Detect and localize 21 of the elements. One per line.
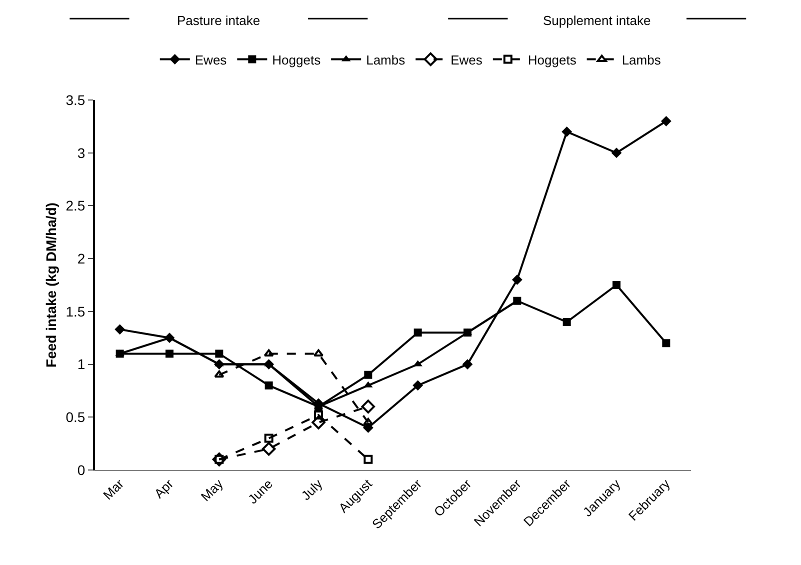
legend-label: Ewes	[194, 52, 228, 68]
x-tick-label: Apr	[151, 476, 177, 502]
y-tick-label: 0	[77, 462, 86, 478]
legend-label: Lambs	[366, 52, 406, 68]
y-tick-label: 1	[77, 356, 86, 372]
x-tick-label: May	[198, 476, 226, 504]
legend-label: Hoggets	[528, 52, 577, 68]
y-tick-label: 3.5	[66, 92, 86, 108]
y-tick-label: 2.5	[66, 198, 86, 214]
y-tick-label: 3	[77, 144, 86, 161]
y-tick-label: 1.5	[66, 303, 86, 320]
y-axis-title: Feed intake (kg DM/ha/d)	[43, 202, 59, 368]
legend-label: Lambs	[622, 52, 662, 68]
legend-label: Hoggets	[272, 52, 322, 68]
text: Supplement intake	[543, 13, 651, 28]
y-tick-label: 2	[77, 250, 86, 266]
x-tick-label: July	[298, 476, 326, 504]
y-tick-label: 0.5	[66, 409, 86, 426]
legend-label: Ewes	[450, 52, 483, 68]
text: Pasture intake	[177, 13, 260, 28]
x-tick-label: Mar	[100, 476, 128, 503]
